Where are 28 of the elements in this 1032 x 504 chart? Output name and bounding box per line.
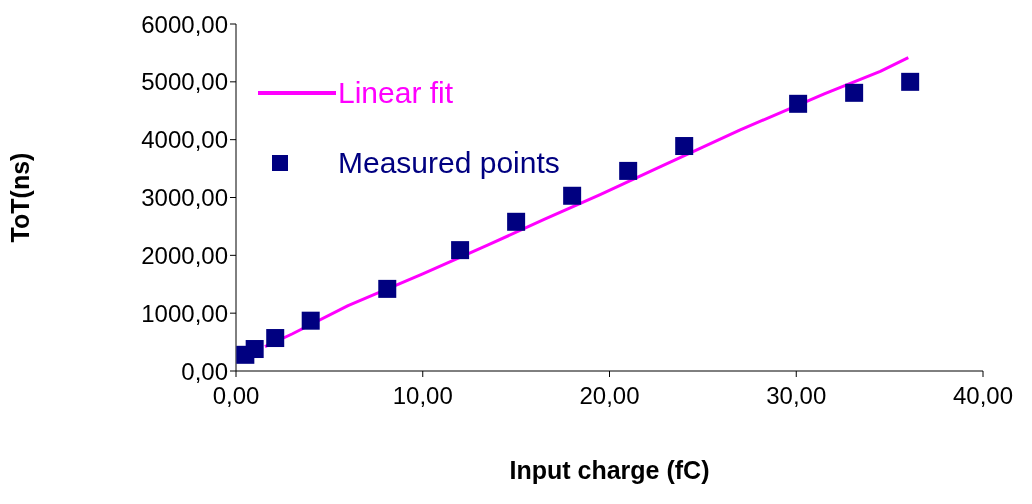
y-tick-label: 2000,00 xyxy=(141,241,228,269)
x-tick-label: 30,00 xyxy=(766,382,827,410)
y-tick-label: 1000,00 xyxy=(141,299,228,327)
x-tick-label: 20,00 xyxy=(579,382,640,410)
point xyxy=(301,311,320,330)
legend-label: Linear fit xyxy=(338,76,454,110)
y-axis-title: ToT(ns) xyxy=(5,152,34,243)
point xyxy=(245,340,264,359)
legend-label: Measured points xyxy=(338,146,560,180)
x-tick-label: 10,00 xyxy=(392,382,453,410)
x-tick-label: 0,00 xyxy=(212,382,260,410)
y-tick-label: 3000,00 xyxy=(141,184,228,212)
x-tick-label: 40,00 xyxy=(952,382,1014,410)
point xyxy=(563,186,582,205)
x-axis-title: Input charge (fC) xyxy=(509,456,710,484)
y-tick-label: 4000,00 xyxy=(141,126,228,154)
point xyxy=(901,72,920,91)
point xyxy=(789,94,808,113)
point xyxy=(619,161,638,180)
y-tick-label: 5000,00 xyxy=(141,68,228,96)
point xyxy=(451,241,470,260)
point xyxy=(266,329,285,348)
point xyxy=(675,137,694,156)
point xyxy=(845,83,864,102)
y-tick-label: 0,00 xyxy=(181,357,228,385)
y-tick-label: 6000,00 xyxy=(141,10,228,38)
point xyxy=(378,279,397,298)
point xyxy=(507,212,526,231)
